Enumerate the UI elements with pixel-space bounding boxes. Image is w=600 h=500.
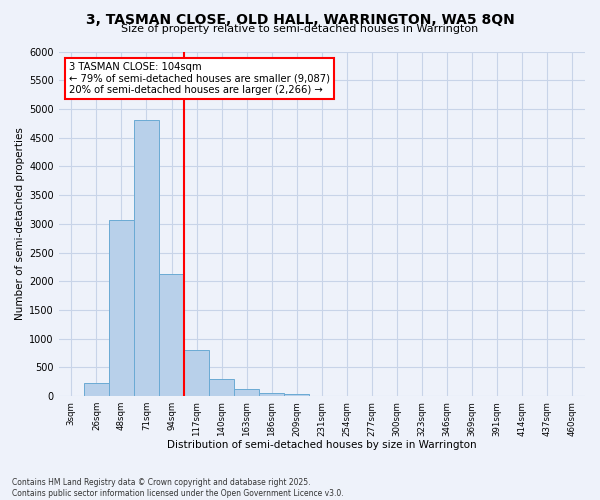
Text: 3, TASMAN CLOSE, OLD HALL, WARRINGTON, WA5 8QN: 3, TASMAN CLOSE, OLD HALL, WARRINGTON, W… bbox=[86, 12, 514, 26]
X-axis label: Distribution of semi-detached houses by size in Warrington: Distribution of semi-detached houses by … bbox=[167, 440, 477, 450]
Bar bbox=[109, 220, 134, 396]
Bar bbox=[234, 388, 259, 396]
Bar bbox=[84, 383, 109, 396]
Bar bbox=[159, 274, 184, 396]
Y-axis label: Number of semi-detached properties: Number of semi-detached properties bbox=[15, 128, 25, 320]
Text: Contains HM Land Registry data © Crown copyright and database right 2025.
Contai: Contains HM Land Registry data © Crown c… bbox=[12, 478, 344, 498]
Bar bbox=[184, 350, 209, 396]
Bar bbox=[259, 392, 284, 396]
Text: Size of property relative to semi-detached houses in Warrington: Size of property relative to semi-detach… bbox=[121, 24, 479, 34]
Bar bbox=[134, 120, 159, 396]
Bar bbox=[209, 379, 234, 396]
Bar bbox=[284, 394, 310, 396]
Text: 3 TASMAN CLOSE: 104sqm
← 79% of semi-detached houses are smaller (9,087)
20% of : 3 TASMAN CLOSE: 104sqm ← 79% of semi-det… bbox=[70, 62, 331, 95]
